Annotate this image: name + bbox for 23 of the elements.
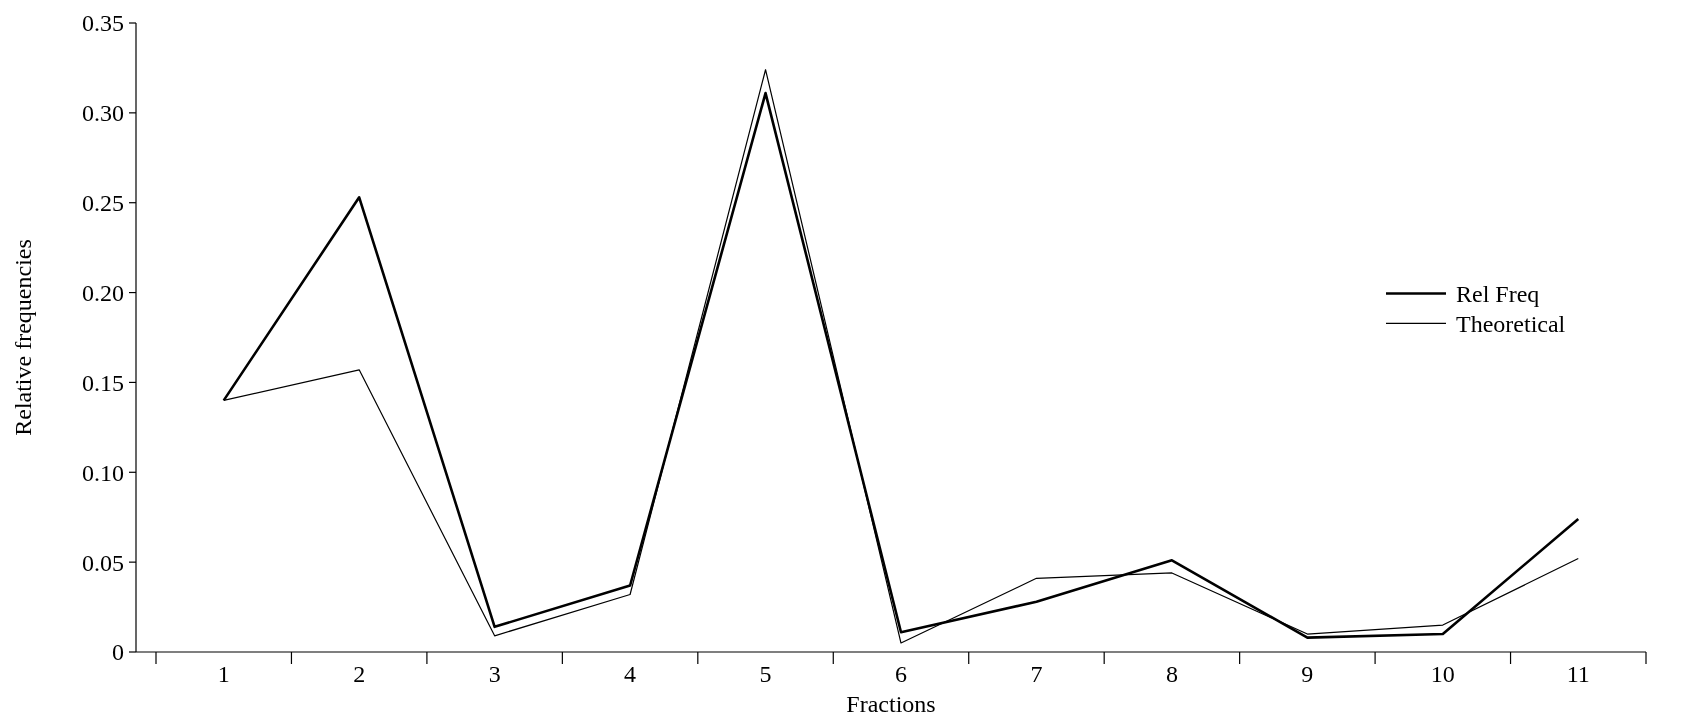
- y-tick-label: 0.05: [82, 549, 124, 576]
- x-tick-label: 2: [353, 661, 366, 687]
- y-tick-label: 0.30: [82, 100, 124, 127]
- y-tick-label: 0.20: [82, 279, 124, 306]
- y-tick-label: 0.15: [82, 369, 124, 396]
- x-axis-title: Fractions: [846, 691, 936, 717]
- x-tick-label: 10: [1430, 661, 1455, 687]
- legend-label: Rel Freq: [1456, 280, 1540, 307]
- x-tick-label: 4: [624, 661, 637, 687]
- x-tick-label: 11: [1566, 661, 1590, 687]
- y-tick-label: 0: [112, 639, 124, 666]
- x-tick-label: 1: [217, 661, 230, 687]
- x-tick-label: 6: [895, 661, 907, 687]
- x-tick-label: 8: [1165, 661, 1178, 687]
- y-axis-title: Relative frequencies: [10, 239, 36, 436]
- y-tick-label: 0.10: [82, 459, 124, 486]
- x-tick-label: 5: [759, 661, 772, 687]
- y-tick-label: 0.25: [82, 190, 124, 217]
- y-tick-label: 0.35: [82, 10, 124, 37]
- x-tick-label: 7: [1030, 661, 1043, 687]
- x-tick-label: 3: [488, 661, 501, 687]
- x-tick-label: 9: [1301, 661, 1314, 687]
- legend-label: Theoretical: [1456, 310, 1566, 337]
